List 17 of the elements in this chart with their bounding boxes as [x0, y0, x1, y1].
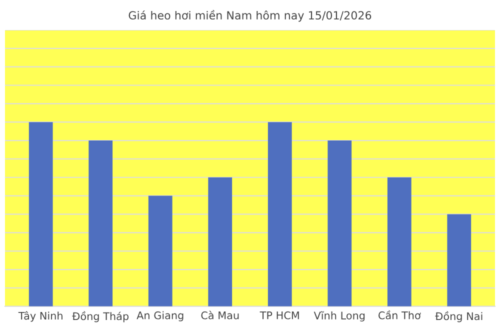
- x-tick-label: An Giang: [136, 311, 184, 322]
- bar: [328, 140, 352, 306]
- x-tick-label: Vĩnh Long: [314, 311, 365, 322]
- x-tick-label: Đồng Tháp: [72, 311, 129, 322]
- chart-title: Giá heo hơi miền Nam hôm nay 15/01/2026: [128, 10, 372, 22]
- bar: [88, 140, 113, 306]
- x-tick-label: Cà Mau: [201, 310, 239, 320]
- bar: [208, 177, 232, 306]
- bar: [268, 122, 292, 306]
- bar: [148, 196, 172, 306]
- x-tick-label: Đồng Nai: [435, 311, 482, 322]
- bar: [28, 122, 53, 306]
- bar: [447, 214, 472, 306]
- x-tick-label: TP HCM: [260, 311, 299, 320]
- x-tick-label: Tây Ninh: [18, 311, 62, 322]
- bar: [387, 177, 412, 306]
- x-tick-label: Cần Thơ: [378, 310, 421, 320]
